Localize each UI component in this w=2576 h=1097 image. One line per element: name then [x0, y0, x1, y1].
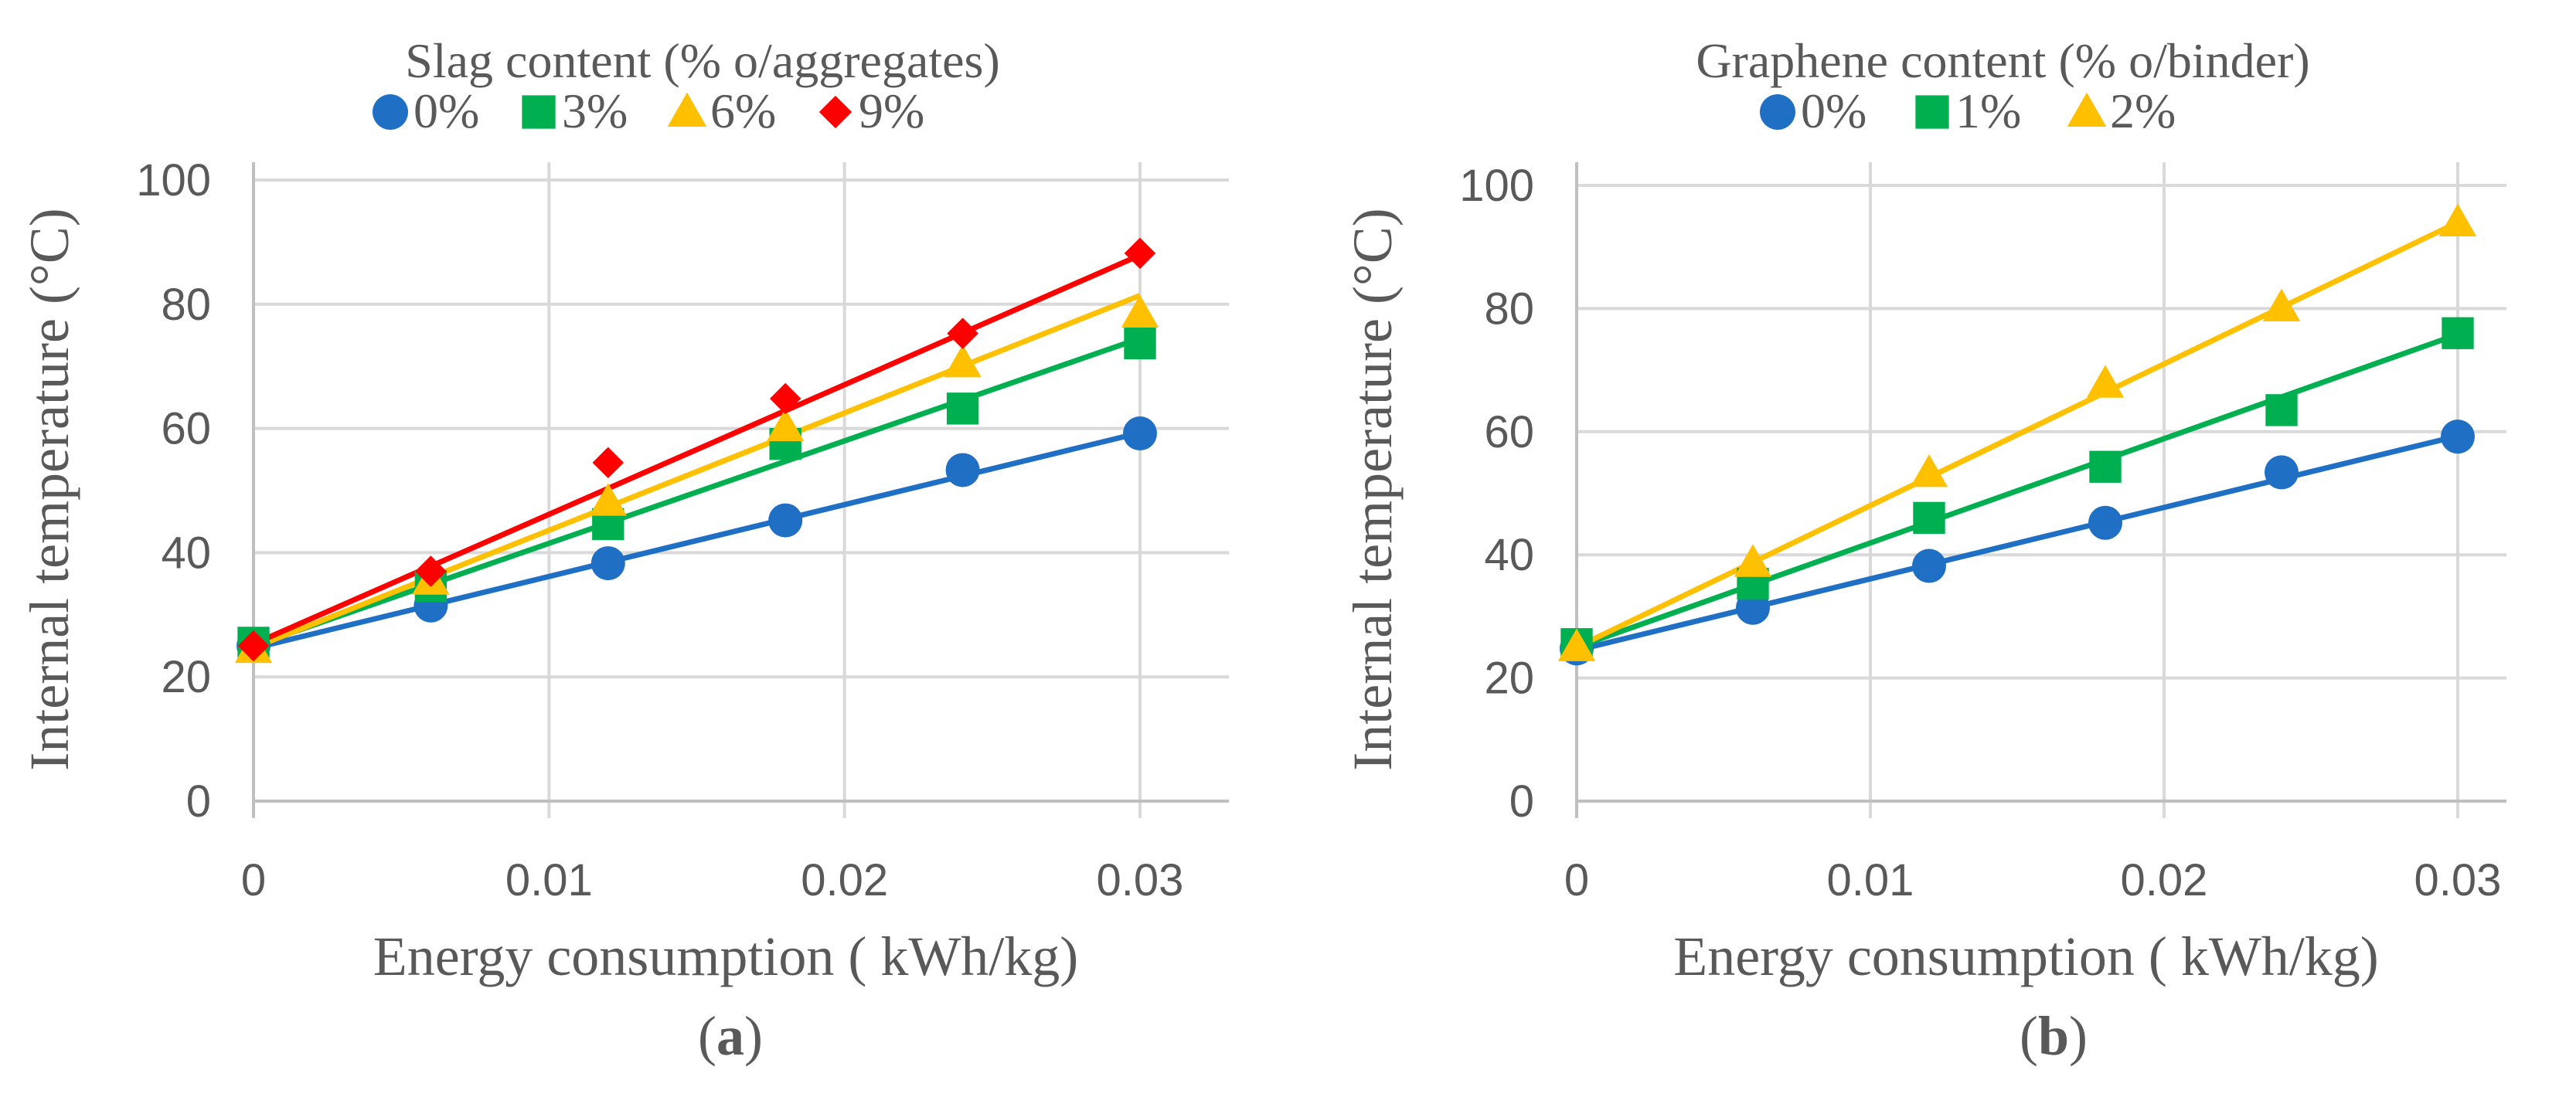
x-tick-label: 0	[1564, 855, 1589, 905]
data-point-3pct	[946, 392, 979, 425]
data-point-6pct	[1121, 294, 1159, 328]
legend: Slag content (% o/aggregates)0% 3% 6% 9%	[373, 33, 1000, 138]
data-point-2pct	[1734, 544, 1772, 577]
data-point-0pct	[2088, 505, 2122, 540]
data-point-6pct	[944, 344, 982, 378]
data-point-6pct	[589, 483, 627, 516]
panel-label-letter: b	[2038, 1005, 2069, 1067]
trendline-0pct	[253, 430, 1141, 651]
y-tick-label: 100	[1459, 161, 1534, 211]
data-point-9pct	[947, 318, 978, 349]
chart-panel-a: 0 20 40 60 80 100 0 0.01 0.02 0.03 Internal temper…	[19, 33, 1229, 1067]
data-point-1pct	[2089, 450, 2122, 483]
data-point-9pct	[592, 447, 624, 479]
y-tick-label: 80	[161, 280, 211, 330]
legend-label: 2%	[2110, 83, 2176, 138]
data-point-0pct	[590, 546, 625, 581]
data-point-0pct	[768, 503, 803, 538]
data-point-2pct	[2438, 203, 2477, 236]
data-point-9pct	[237, 630, 270, 662]
legend-label: 9%	[859, 83, 924, 138]
x-tick-label: 0.03	[1097, 855, 1184, 905]
data-point-0pct	[945, 453, 980, 487]
x-axis-title: Energy consumption ( kWh/kg)	[1673, 925, 2379, 987]
data-point-9pct	[1124, 237, 1156, 270]
trendline-0pct	[1576, 433, 2459, 654]
x-tick-label: 0.03	[2414, 855, 2502, 905]
chart-panel-b: 0 20 40 60 80 100 0 0.01 0.02 0.03 Internal temper…	[1342, 33, 2506, 1067]
y-tick-label: 20	[1484, 654, 1534, 704]
data-point-1pct	[2442, 317, 2474, 349]
data-point-2pct	[1910, 453, 1948, 487]
y-tick-label: 60	[1484, 407, 1534, 457]
x-tick-label: 0	[241, 855, 266, 905]
panel-label-letter: a	[716, 1005, 744, 1067]
legend: Graphene content (% o/binder)0% 1% 2%	[1696, 33, 2309, 138]
data-point-1pct	[2265, 394, 2298, 426]
legend-marker-triangle	[2067, 92, 2107, 127]
data-point-0pct	[2441, 419, 2475, 454]
x-tick-label: 0.01	[505, 855, 593, 905]
y-axis-title: Internal temperature (°C)	[1342, 208, 1404, 770]
legend-title: Graphene content (% o/binder)	[1696, 33, 2309, 88]
legend-marker-circle	[1760, 94, 1795, 130]
y-tick-label: 100	[136, 155, 211, 205]
data-point-2pct	[2262, 288, 2301, 321]
data-point-9pct	[415, 555, 447, 587]
y-tick-label: 40	[1484, 530, 1534, 580]
trendline-2pct	[1575, 219, 2459, 650]
legend-title: Slag content (% o/aggregates)	[405, 33, 1000, 88]
legend-label: 3%	[562, 83, 628, 138]
data-point-6pct	[767, 408, 805, 442]
data-point-0pct	[1912, 548, 1946, 583]
legend-label: 6%	[710, 83, 776, 138]
legend-marker-diamond	[818, 95, 852, 129]
data-point-1pct	[1913, 501, 1945, 535]
legend-marker-triangle	[667, 92, 707, 127]
trendline-6pct	[252, 293, 1142, 650]
data-point-2pct	[2086, 365, 2125, 398]
data-point-3pct	[1124, 327, 1156, 360]
legend-marker-square	[1915, 95, 1949, 129]
x-tick-label: 0.01	[1827, 855, 1914, 905]
legend-label: 0%	[413, 83, 479, 138]
y-tick-label: 20	[161, 652, 211, 702]
legend-label: 1%	[1955, 83, 2021, 138]
y-tick-label: 0	[1509, 776, 1534, 827]
legend-marker-square	[522, 95, 556, 129]
y-tick-label: 80	[1484, 284, 1534, 334]
y-tick-label: 0	[186, 776, 211, 827]
trendline-9pct	[252, 253, 1142, 647]
data-point-9pct	[769, 382, 801, 415]
data-point-2pct	[1557, 628, 1596, 661]
data-point-0pct	[2265, 455, 2299, 490]
y-axis-title: Internal temperature (°C)	[19, 208, 80, 770]
x-axis-title: Energy consumption ( kWh/kg)	[373, 925, 1079, 987]
data-point-0pct	[1123, 416, 1157, 451]
x-tick-label: 0.02	[801, 855, 888, 905]
x-tick-label: 0.02	[2121, 855, 2208, 905]
legend-marker-circle	[373, 94, 408, 130]
panel-label: (a)	[698, 1005, 763, 1067]
y-tick-label: 60	[161, 404, 211, 454]
legend-label: 0%	[1801, 83, 1866, 138]
panel-label: (b)	[2020, 1005, 2088, 1067]
trendline-3pct	[252, 335, 1142, 649]
y-tick-label: 40	[161, 528, 211, 578]
trendline-1pct	[1575, 331, 2459, 650]
